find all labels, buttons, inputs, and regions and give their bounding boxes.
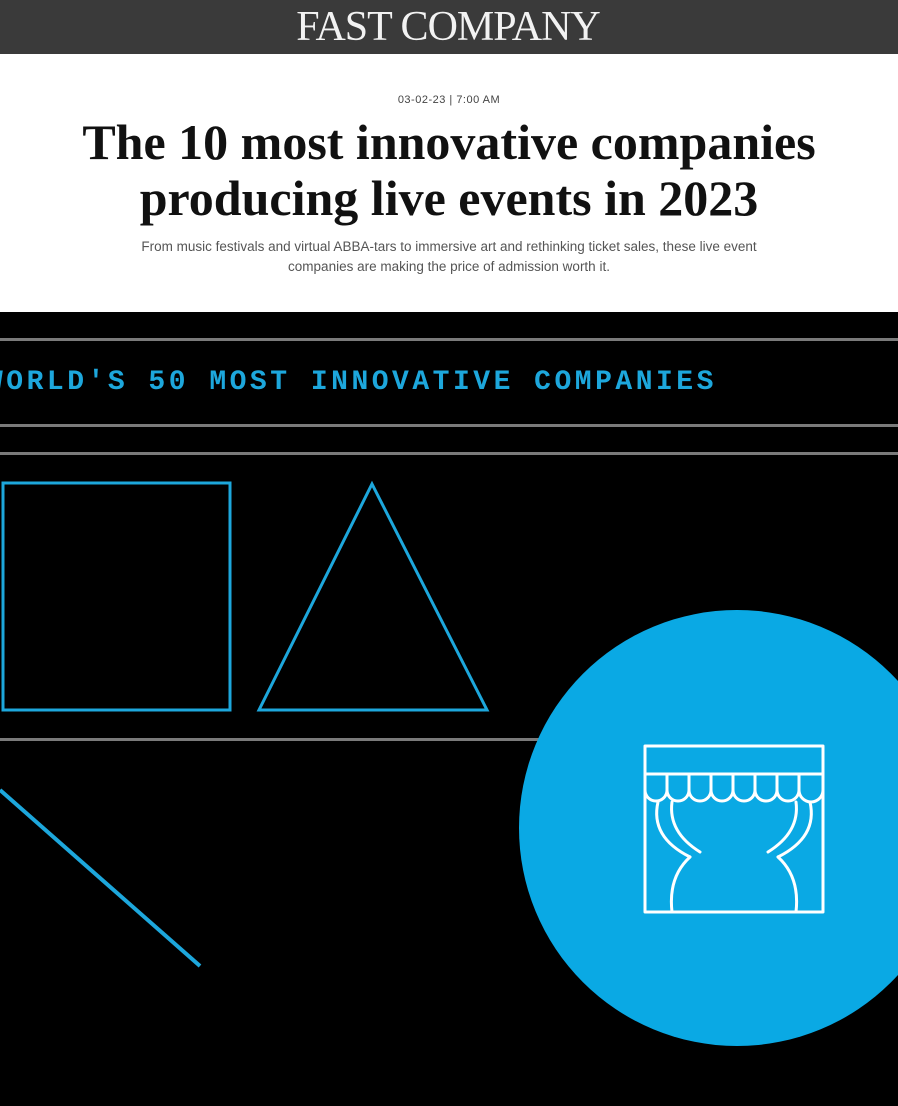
banner-title: WORLD'S 50 MOST INNOVATIVE COMPANIES [0, 367, 717, 398]
shapes-rule-top [0, 452, 898, 455]
dek-line-2: companies are making the price of admiss… [288, 259, 610, 274]
outline-triangle-shape [256, 480, 490, 712]
accent-circle [519, 610, 898, 1046]
theater-curtain-icon [643, 744, 825, 914]
top-bar: FAST COMPANY [0, 0, 898, 54]
article-header: 03-02-23 | 7:00 AM The 10 most innovativ… [0, 54, 898, 312]
fast-company-logo[interactable]: FAST COMPANY [296, 4, 601, 50]
headline-line-2: producing live events in 2023 [139, 170, 759, 226]
dek-line-1: From music festivals and virtual ABBA-ta… [141, 239, 757, 254]
banner-rule-bottom [0, 424, 898, 427]
hero-illustration: WORLD'S 50 MOST INNOVATIVE COMPANIES [0, 312, 898, 1106]
banner-rule-top [0, 338, 898, 341]
hero-shapes [0, 480, 898, 1046]
shapes-rule-bottom [0, 738, 560, 741]
article-dateline: 03-02-23 | 7:00 AM [397, 94, 501, 106]
article-headline: The 10 most innovative companies produci… [0, 114, 898, 226]
headline-line-1: The 10 most innovative companies [82, 114, 816, 170]
article-dek: From music festivals and virtual ABBA-ta… [0, 237, 898, 277]
diagonal-line-shape [0, 788, 202, 968]
outline-square-shape [1, 481, 232, 712]
